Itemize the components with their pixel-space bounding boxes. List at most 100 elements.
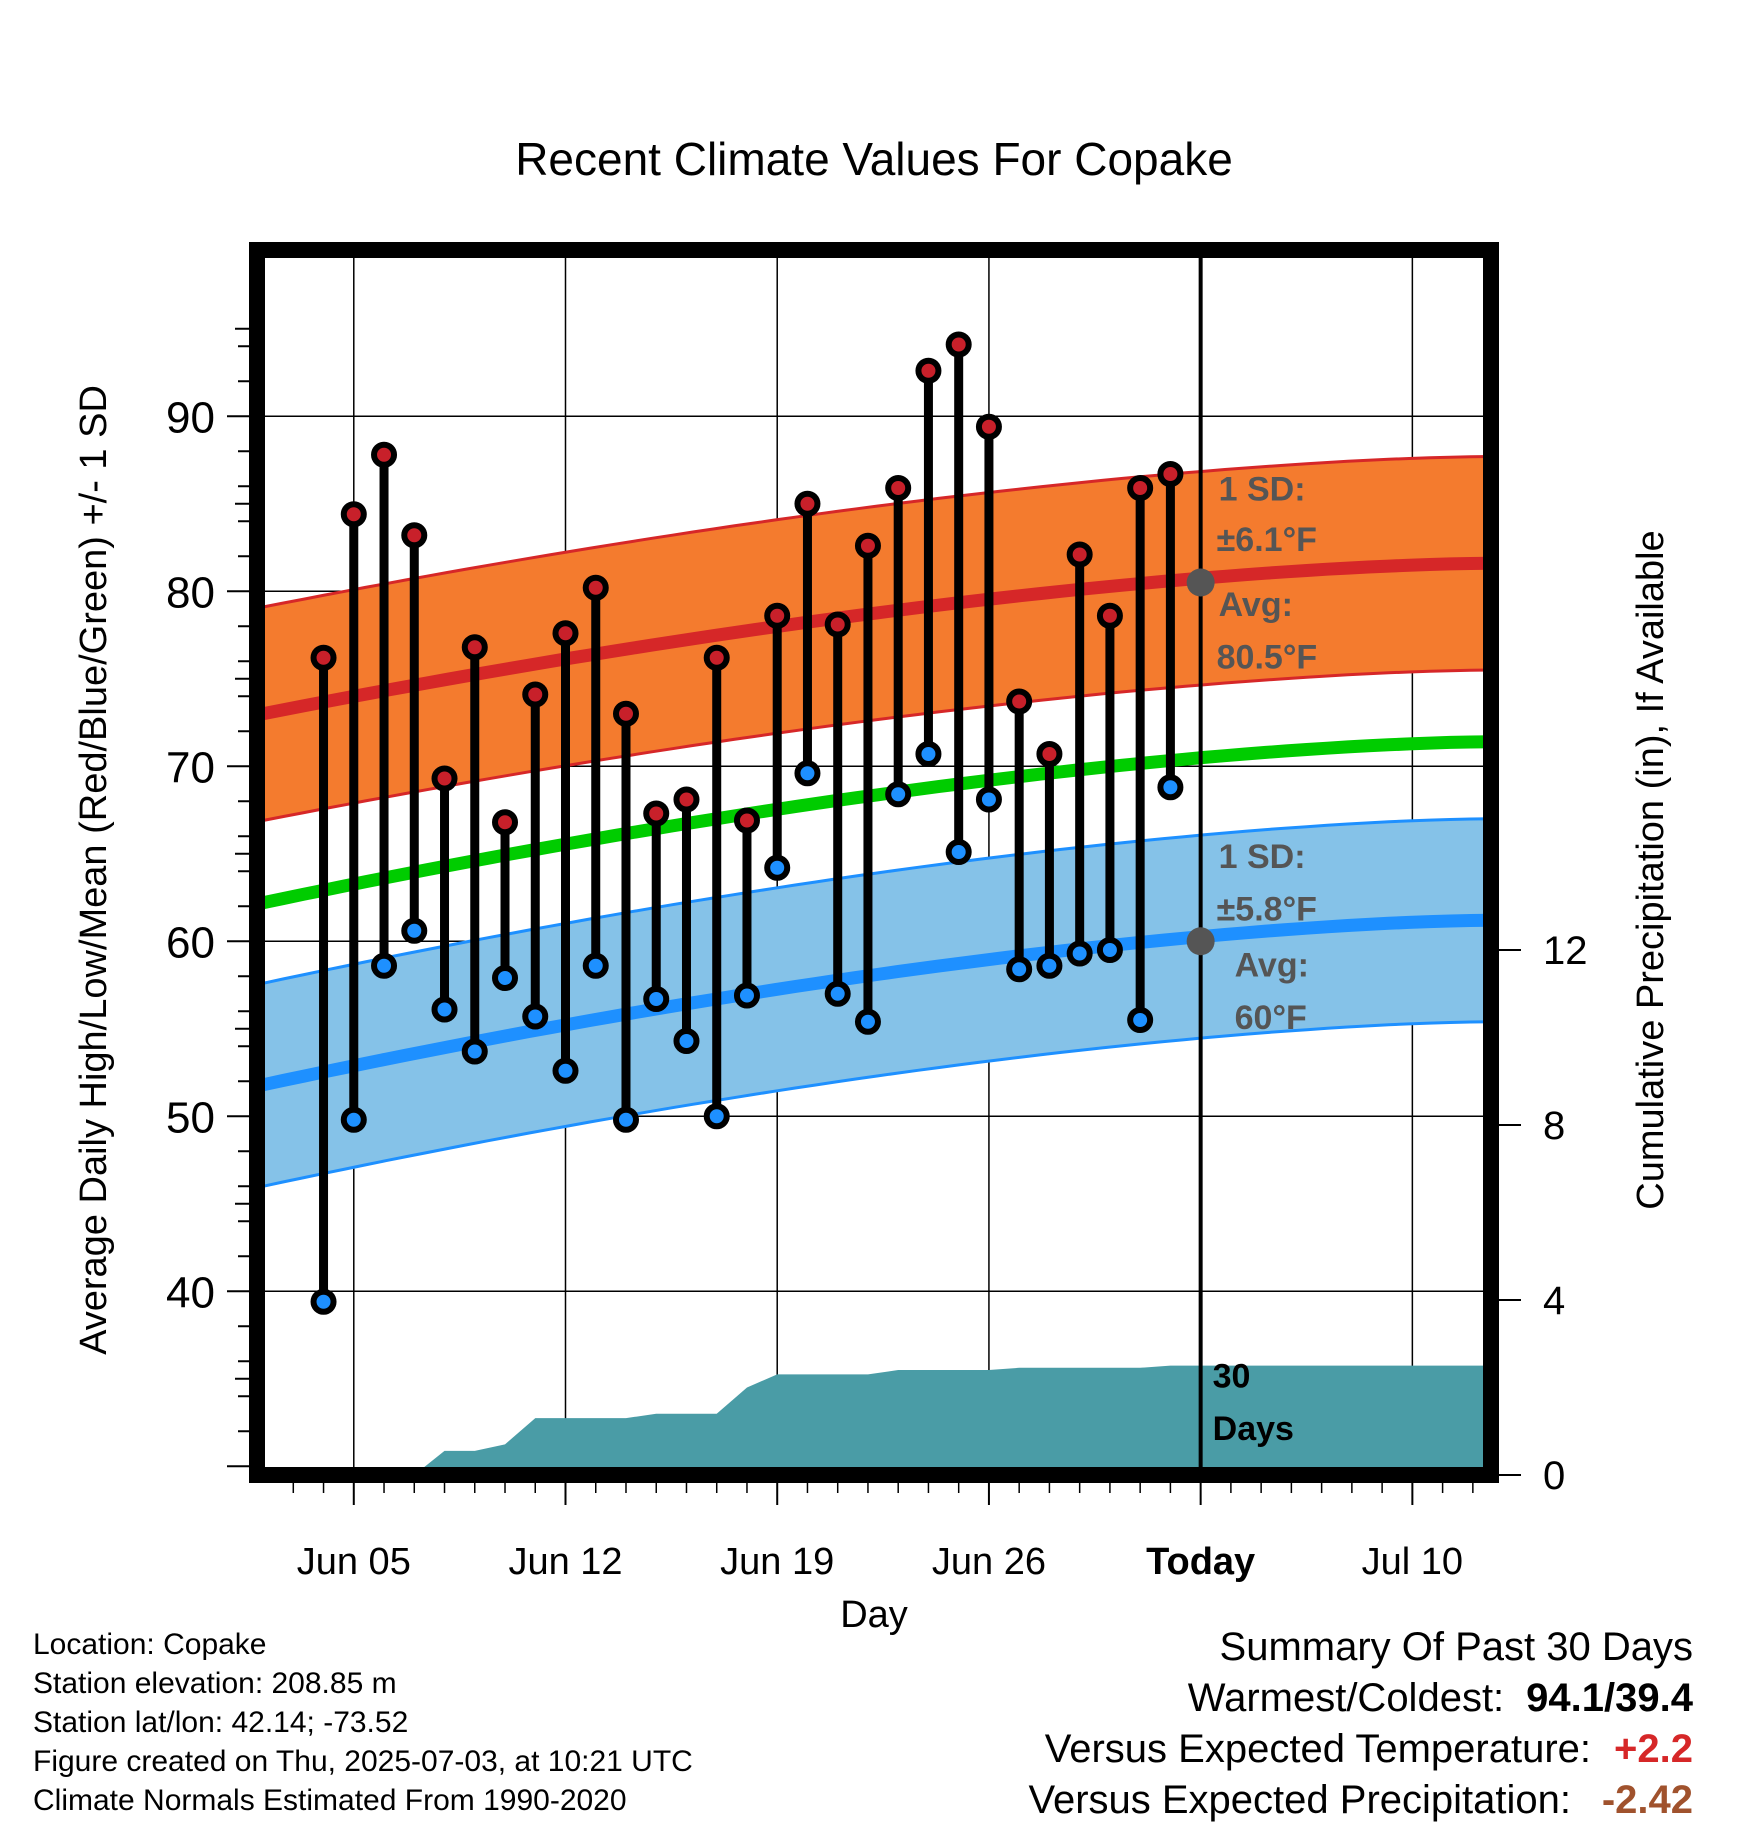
daily-high-point [1006,688,1033,715]
daily-high-point [1036,741,1063,767]
daily-high-point [310,644,337,671]
summary-precip-label: Versus Expected Precipitation: [1028,1778,1571,1822]
plot-frame [249,242,1499,1483]
chart-title: Recent Climate Values For Copake [515,133,1233,185]
y2-tick-label: 4 [1543,1279,1565,1323]
summary-warmest-value: 94.1/39.4 [1526,1676,1693,1720]
daily-low-point [431,996,458,1023]
daily-high-point [673,786,700,813]
daily-high-point [1096,602,1123,629]
x-tick-label: Jun 12 [508,1541,622,1583]
y2-tick-label: 0 [1543,1454,1565,1498]
x-tick-label: Jun 26 [932,1541,1046,1583]
daily-high-point [945,331,972,358]
daily-low-point [915,741,942,767]
low-sd-label-2: ±5.8°F [1217,890,1317,928]
daily-low-point [522,1003,549,1030]
daily-low-point [703,1103,730,1130]
daily-low-point [1036,952,1063,979]
high-avg-marker [1186,568,1215,597]
daily-high-point [371,441,398,468]
daily-low-point [975,786,1002,813]
info-created: Figure created on Thu, 2025-07-03, at 10… [33,1745,693,1778]
daily-low-point [764,854,791,881]
x-tick-label: Today [1146,1541,1255,1583]
daily-high-point [885,475,912,501]
info-latlon: Station lat/lon: 42.14; -73.52 [33,1706,409,1739]
daily-low-point [824,980,851,1007]
low-sd-band-upper-edge [262,817,1491,985]
daily-high-point [461,634,488,661]
low-sd-band [263,818,1491,1187]
x-tick-label: Jun 05 [297,1541,411,1583]
daily-low-point [340,1106,367,1133]
high-sd-label-2: ±6.1°F [1217,521,1317,559]
high-sd-band-upper-edge [262,455,1491,609]
y-tick-label: 50 [166,1093,215,1142]
low-sd-label-1: 1 SD: [1219,838,1306,876]
daily-high-point [1127,475,1154,501]
daily-high-point [1066,541,1093,568]
daily-high-point [552,620,579,647]
daily-low-point [733,982,760,1009]
precip-days-label-1: 30 [1213,1358,1251,1396]
daily-low-point [854,1008,881,1035]
info-normals: Climate Normals Estimated From 1990-2020 [33,1784,627,1817]
station-info: Location: Copake Station elevation: 208.… [33,1625,693,1820]
daily-low-point [492,965,519,991]
info-elevation: Station elevation: 208.85 m [33,1667,397,1700]
daily-high-point [431,765,458,792]
y2-tick-label: 8 [1543,1104,1565,1148]
high-avg-label-2: 80.5°F [1217,638,1318,676]
summary-warmest-label: Warmest/Coldest: [1187,1676,1505,1720]
daily-low-point [945,839,972,865]
summary-temp-label: Versus Expected Temperature: [1044,1727,1591,1771]
daily-high-point [854,532,881,559]
daily-low-point [673,1028,700,1054]
summary-title: Summary Of Past 30 Days [1219,1625,1693,1669]
high-sd-label-1: 1 SD: [1219,470,1306,508]
daily-high-point [733,807,760,834]
daily-low-point [461,1038,488,1065]
low-avg-label-2: 60°F [1235,999,1307,1037]
daily-low-point [371,952,398,979]
plot-area: 1 SD: ±6.1°F Avg: 80.5°F 1 SD: ±5.8°F Avg: 60°F… [166,242,1588,1583]
y2-tick-label: 12 [1543,929,1588,973]
low-sd-band-lower-edge [262,1020,1491,1188]
daily-low-point [643,986,670,1012]
daily-high-point [794,490,821,517]
daily-high-point [824,611,851,638]
normal-mean-line [261,735,1491,910]
daily-high-point [975,413,1002,440]
low-avg-marker [1186,927,1215,956]
summary-precip-value: -2.42 [1601,1778,1693,1822]
daily-low-point [612,1106,639,1133]
y-tick-label: 90 [166,393,215,442]
daily-high-point [401,522,428,549]
summary-panel: Summary Of Past 30 Days Warmest/Coldest:… [1028,1622,1693,1826]
summary-precip-row: Versus Expected Precipitation: -2.42 [1028,1775,1693,1826]
y-tick-label: 70 [166,743,215,792]
precip-area [263,1365,1491,1475]
daily-high-point [612,700,639,727]
daily-high-point [1157,461,1184,487]
daily-low-point [310,1288,337,1315]
daily-low-point [1066,940,1093,967]
x-tick-label: Jun 19 [720,1541,834,1583]
daily-high-point [703,644,730,671]
daily-high-point [643,800,670,827]
high-sd-band-lower-edge [262,668,1491,822]
daily-high-point [492,809,519,836]
daily-low-point [401,917,428,944]
info-location: Location: Copake [33,1628,267,1661]
normal-high-line [261,556,1491,721]
high-avg-label-1: Avg: [1219,586,1293,624]
plot-content [257,250,1491,1475]
daily-low-point [1006,956,1033,983]
daily-low-point [552,1057,579,1084]
daily-high-point [764,602,791,629]
summary-temp-value: +2.2 [1614,1727,1693,1771]
daily-low-point [1127,1007,1154,1033]
daily-high-point [340,501,367,528]
